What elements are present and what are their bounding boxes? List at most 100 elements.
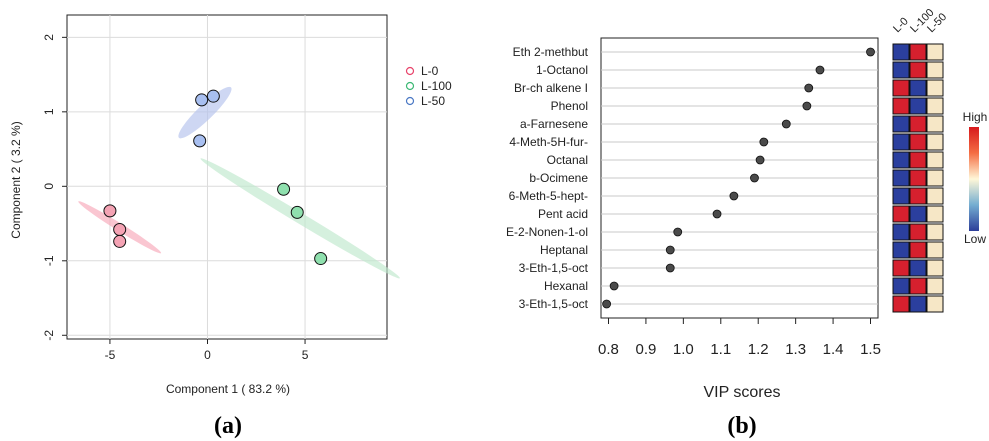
legend-marker <box>405 66 415 76</box>
feature-label: 4-Meth-5H-fur- <box>509 135 588 149</box>
colorbar-high-label: High <box>963 110 988 124</box>
vip-point <box>755 155 765 165</box>
heatmap-cell <box>909 259 927 277</box>
heatmap-cell <box>892 61 910 79</box>
vip-x-axis-label: VIP scores <box>703 384 780 401</box>
heatmap-cell <box>892 151 910 169</box>
heatmap-cell <box>909 187 927 205</box>
feature-label: Hexanal <box>544 279 588 293</box>
pca-points <box>103 89 328 266</box>
heatmap-cell <box>926 187 944 205</box>
vip-point <box>729 191 739 201</box>
x-tick-label: -5 <box>105 348 116 362</box>
vip-tick-label: 1.5 <box>860 341 881 358</box>
heatmap-cell <box>926 133 944 151</box>
heatmap-cell <box>909 115 927 133</box>
vip-point <box>781 119 791 129</box>
legend-label: L-100 <box>421 79 452 93</box>
feature-label: Heptanal <box>540 243 588 257</box>
vip-point <box>665 245 675 255</box>
heatmap-cell <box>926 223 944 241</box>
point-l-50 <box>206 89 220 103</box>
vip-tick-label: 1.1 <box>710 341 731 358</box>
vip-axis-ticks: 0.8 0.9 1.0 1.1 1.2 1.3 1.4 1.5 <box>598 318 881 358</box>
vip-point <box>866 47 875 57</box>
heatmap-cell <box>926 151 944 169</box>
point-l-100 <box>277 182 291 196</box>
heatmap-cell <box>909 169 927 187</box>
feature-label: 3-Eth-1,5-oct <box>519 297 589 311</box>
feature-label: Eth 2-methbut <box>513 45 589 59</box>
feature-label: 3-Eth-1,5-oct <box>519 261 589 275</box>
heatmap-cell <box>892 169 910 187</box>
heatmap-cell <box>926 43 944 61</box>
heatmap-cell <box>892 205 910 223</box>
vip-point <box>602 299 612 309</box>
point-l-0 <box>113 234 127 248</box>
heatmap-cell <box>892 277 910 295</box>
heatmap-cell <box>892 79 910 97</box>
vip-point <box>673 227 683 237</box>
heatmap-cell <box>892 187 910 205</box>
colorbar-gradient <box>969 127 979 231</box>
heatmap-cell <box>909 133 927 151</box>
heatmap-cell <box>909 97 927 115</box>
feature-label: b-Ocimene <box>529 171 588 185</box>
y-tick-label: -2 <box>42 330 56 341</box>
vip-tick-label: 1.2 <box>748 341 769 358</box>
pca-gridlines <box>67 15 387 339</box>
legend-label: L-0 <box>421 64 439 78</box>
point-l-50 <box>193 134 207 148</box>
heatmap-cell <box>926 259 944 277</box>
pca-score-plot: -5 0 5 -2 -1 0 1 2 Component 1 ( 83.2 %) Compon… <box>9 14 452 439</box>
heatmap-cell <box>926 61 944 79</box>
x-tick-label: 0 <box>204 348 211 362</box>
heatmap-cell <box>909 205 927 223</box>
pca-axis-ticks: -5 0 5 -2 -1 0 1 2 <box>42 34 309 362</box>
y-tick-label: 1 <box>42 108 56 115</box>
heatmap-cell <box>909 295 927 313</box>
vip-feature-rows: Eth 2-methbut 1-Octanol Br-ch alkene I Phen… <box>506 45 878 311</box>
vip-tick-label: 1.0 <box>673 341 694 358</box>
heatmap-cell <box>909 151 927 169</box>
point-l-100 <box>290 205 304 219</box>
colorbar-low-label: Low <box>964 232 986 246</box>
vip-point <box>804 83 814 93</box>
feature-label: Pent acid <box>538 207 588 221</box>
vip-point <box>750 173 759 183</box>
vip-tick-label: 0.8 <box>598 341 619 358</box>
feature-label: Br-ch alkene I <box>514 81 588 95</box>
heatmap-cell <box>892 97 910 115</box>
point-l-0 <box>113 223 127 237</box>
x-tick-label: 5 <box>302 348 309 362</box>
heatmap-cell <box>909 79 927 97</box>
heatmap-cell <box>909 43 927 61</box>
heatmap-cell <box>909 241 927 259</box>
heatmap-cell <box>926 115 944 133</box>
feature-label: E-2-Nonen-1-ol <box>506 225 588 239</box>
heatmap-cell <box>926 295 944 313</box>
heatmap-column-label: L-0 <box>891 15 911 35</box>
y-tick-label: -1 <box>42 255 56 266</box>
heatmap-cell <box>926 241 944 259</box>
heatmap-cell <box>909 223 927 241</box>
panel-label-a: (a) <box>214 413 242 439</box>
vip-tick-label: 1.4 <box>823 341 844 358</box>
heatmap-cell <box>909 61 927 79</box>
heatmap-cell <box>926 169 944 187</box>
heatmap-cell <box>892 43 910 61</box>
vip-point <box>815 65 825 75</box>
legend-marker <box>405 81 415 91</box>
heatmap-cell <box>926 277 944 295</box>
vip-score-plot: Eth 2-methbut 1-Octanol Br-ch alkene I Phen… <box>506 7 987 439</box>
feature-label: Phenol <box>551 99 588 113</box>
y-tick-label: 2 <box>42 34 56 41</box>
point-l-100 <box>314 252 328 266</box>
y-tick-label: 0 <box>42 183 56 190</box>
heatmap-cell <box>892 259 910 277</box>
feature-label: 6-Meth-5-hept- <box>509 189 588 203</box>
feature-label: Octanal <box>547 153 588 167</box>
